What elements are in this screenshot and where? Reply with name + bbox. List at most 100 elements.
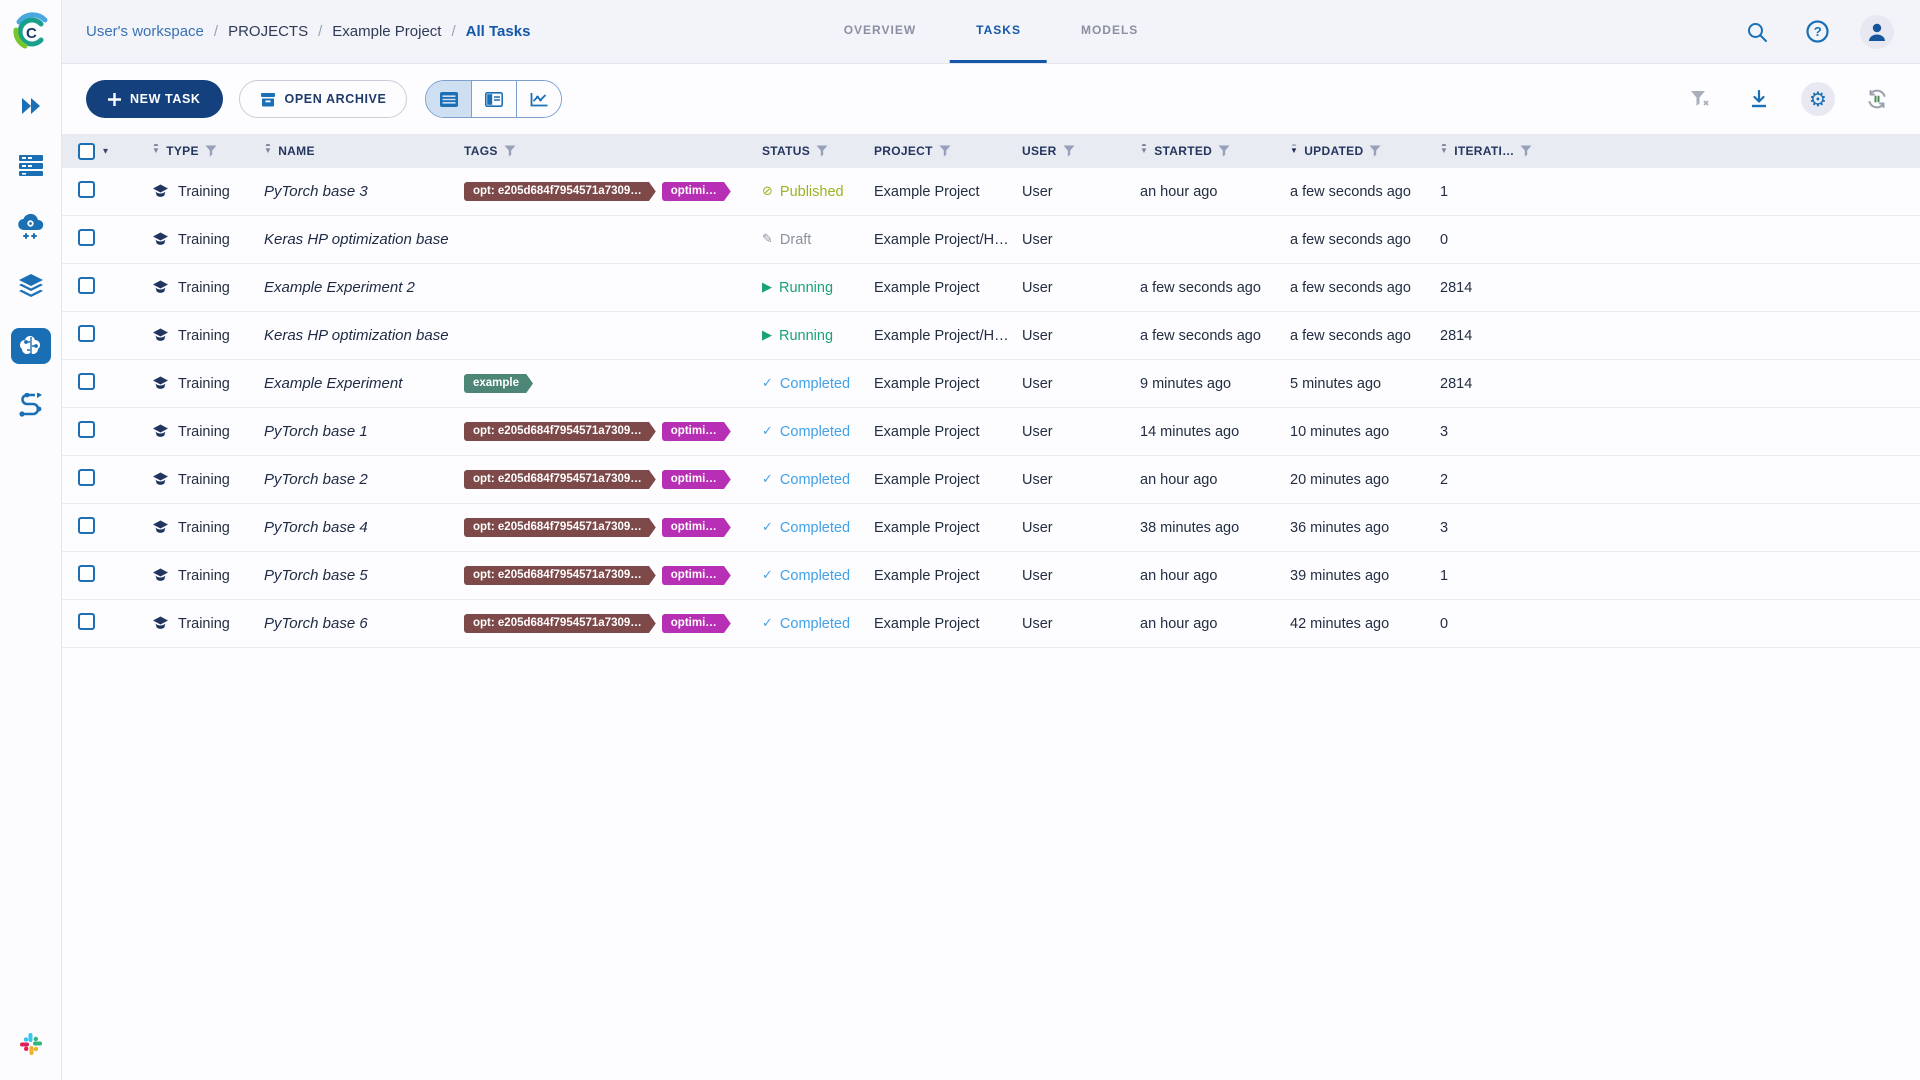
- task-name: Keras HP optimization base: [264, 327, 449, 344]
- training-type-icon: [153, 280, 168, 293]
- sort-icon[interactable]: ▲▼: [152, 144, 161, 155]
- table-row[interactable]: Training PyTorch base 1 opt: e205d684f79…: [62, 408, 1920, 456]
- row-checkbox[interactable]: [78, 421, 95, 438]
- detail-view-toggle[interactable]: [471, 81, 517, 117]
- table-row[interactable]: Training PyTorch base 5 opt: e205d684f79…: [62, 552, 1920, 600]
- task-iteration: 2814: [1440, 375, 1473, 392]
- download-icon[interactable]: [1742, 82, 1776, 116]
- column-header-name[interactable]: ▲▼ NAME: [252, 144, 452, 158]
- task-user: User: [1022, 375, 1053, 392]
- column-label: ITERATI…: [1454, 144, 1515, 158]
- column-header-user[interactable]: USER: [1010, 144, 1128, 158]
- tag-chip: example: [464, 374, 533, 394]
- task-started: an hour ago: [1140, 183, 1218, 200]
- table-row[interactable]: Training PyTorch base 6 opt: e205d684f79…: [62, 600, 1920, 648]
- task-iteration: 2: [1440, 471, 1449, 488]
- column-header-iteration[interactable]: ▲▼ ITERATI…: [1428, 144, 1554, 158]
- row-checkbox[interactable]: [78, 469, 95, 486]
- applications-icon[interactable]: [11, 208, 51, 244]
- task-started: 38 minutes ago: [1140, 519, 1240, 536]
- sort-icon[interactable]: ▲▼: [1140, 144, 1149, 155]
- table-row[interactable]: Training Example Experiment example ✓ Co…: [62, 360, 1920, 408]
- task-name: PyTorch base 5: [264, 567, 368, 584]
- task-updated: a few seconds ago: [1290, 183, 1411, 200]
- table-row[interactable]: Training PyTorch base 3 opt: e205d684f79…: [62, 168, 1920, 216]
- row-checkbox[interactable]: [78, 517, 95, 534]
- table-row[interactable]: Training PyTorch base 2 opt: e205d684f79…: [62, 456, 1920, 504]
- training-type-icon: [153, 424, 168, 437]
- column-header-project[interactable]: PROJECT: [862, 144, 1010, 158]
- auto-refresh-icon[interactable]: [1860, 82, 1894, 116]
- filter-icon[interactable]: [205, 145, 217, 157]
- filter-icon[interactable]: [504, 145, 516, 157]
- tab-tasks[interactable]: TASKS: [950, 0, 1047, 63]
- task-project: Example Project: [874, 567, 980, 584]
- row-checkbox[interactable]: [78, 373, 95, 390]
- search-icon[interactable]: [1740, 15, 1774, 49]
- slack-icon[interactable]: [18, 1031, 44, 1062]
- row-checkbox[interactable]: [78, 277, 95, 294]
- table-row[interactable]: Training PyTorch base 4 opt: e205d684f79…: [62, 504, 1920, 552]
- topbar-icons: ?: [1740, 0, 1920, 63]
- status-label: Completed: [779, 375, 851, 392]
- task-tags: opt: e205d684f7954571a7309… optimi…: [452, 182, 750, 202]
- breadcrumb-projects[interactable]: PROJECTS: [228, 23, 309, 40]
- column-header-tags[interactable]: TAGS: [452, 144, 750, 158]
- settings-gear-icon[interactable]: ⚙: [1801, 82, 1835, 116]
- row-checkbox[interactable]: [78, 613, 95, 630]
- row-checkbox[interactable]: [78, 229, 95, 246]
- sort-icon[interactable]: ▲▼: [264, 144, 273, 155]
- select-dropdown-caret[interactable]: ▾: [103, 145, 109, 157]
- row-checkbox[interactable]: [78, 325, 95, 342]
- table-view-toggle[interactable]: [426, 81, 472, 117]
- select-all-header[interactable]: ▾: [62, 142, 140, 160]
- tag-chip: optimi…: [662, 518, 731, 538]
- clearml-logo[interactable]: C: [0, 0, 62, 64]
- filter-icon[interactable]: [1063, 145, 1075, 157]
- compare-view-toggle[interactable]: [516, 81, 562, 117]
- pipelines-icon[interactable]: [11, 388, 51, 424]
- row-checkbox[interactable]: [78, 181, 95, 198]
- queues-icon[interactable]: [11, 148, 51, 184]
- sort-icon[interactable]: ▲▼: [1290, 144, 1299, 155]
- column-header-status[interactable]: STATUS: [750, 144, 862, 158]
- filter-icon[interactable]: [1520, 145, 1532, 157]
- sort-icon[interactable]: ▲▼: [1440, 144, 1449, 155]
- task-name: Example Experiment: [264, 375, 403, 392]
- task-started: a few seconds ago: [1140, 279, 1261, 296]
- table-row[interactable]: Training Example Experiment 2 ▶ Running …: [62, 264, 1920, 312]
- tab-models[interactable]: MODELS: [1080, 23, 1139, 37]
- task-status: ✎ Draft: [750, 232, 862, 248]
- training-type-icon: [153, 184, 168, 197]
- column-header-type[interactable]: ▲▼ TYPE: [140, 144, 252, 158]
- row-checkbox[interactable]: [78, 565, 95, 582]
- projects-icon[interactable]: [10, 328, 51, 364]
- clear-filters-icon[interactable]: [1683, 82, 1717, 116]
- task-updated: a few seconds ago: [1290, 327, 1411, 344]
- filter-icon[interactable]: [1369, 145, 1381, 157]
- training-type-icon: [153, 376, 168, 389]
- task-updated: 5 minutes ago: [1290, 375, 1382, 392]
- column-header-updated[interactable]: ▲▼ UPDATED: [1278, 144, 1428, 158]
- tag-chip: opt: e205d684f7954571a7309…: [464, 182, 656, 202]
- filter-icon[interactable]: [1218, 145, 1230, 157]
- tab-overview[interactable]: OVERVIEW: [843, 23, 917, 37]
- task-started: 9 minutes ago: [1140, 375, 1232, 392]
- column-header-started[interactable]: ▲▼ STARTED: [1128, 144, 1278, 158]
- profile-avatar[interactable]: [1860, 14, 1894, 49]
- breadcrumb-all-tasks[interactable]: All Tasks: [465, 23, 531, 40]
- datasets-icon[interactable]: [11, 268, 51, 304]
- new-task-button[interactable]: NEW TASK: [86, 80, 223, 118]
- expand-sidebar-icon[interactable]: [11, 88, 51, 124]
- breadcrumb-workspace[interactable]: User's workspace: [86, 23, 204, 40]
- filter-icon[interactable]: [939, 145, 951, 157]
- filter-icon[interactable]: [816, 145, 828, 157]
- help-icon[interactable]: ?: [1800, 15, 1834, 49]
- select-all-checkbox[interactable]: [78, 142, 95, 160]
- breadcrumb-project[interactable]: Example Project: [332, 23, 442, 40]
- open-archive-button[interactable]: OPEN ARCHIVE: [238, 80, 408, 118]
- table-row[interactable]: Training Keras HP optimization base ▶ Ru…: [62, 312, 1920, 360]
- table-row[interactable]: Training Keras HP optimization base ✎ Dr…: [62, 216, 1920, 264]
- task-started: an hour ago: [1140, 567, 1218, 584]
- task-status: ✓ Completed: [750, 472, 862, 488]
